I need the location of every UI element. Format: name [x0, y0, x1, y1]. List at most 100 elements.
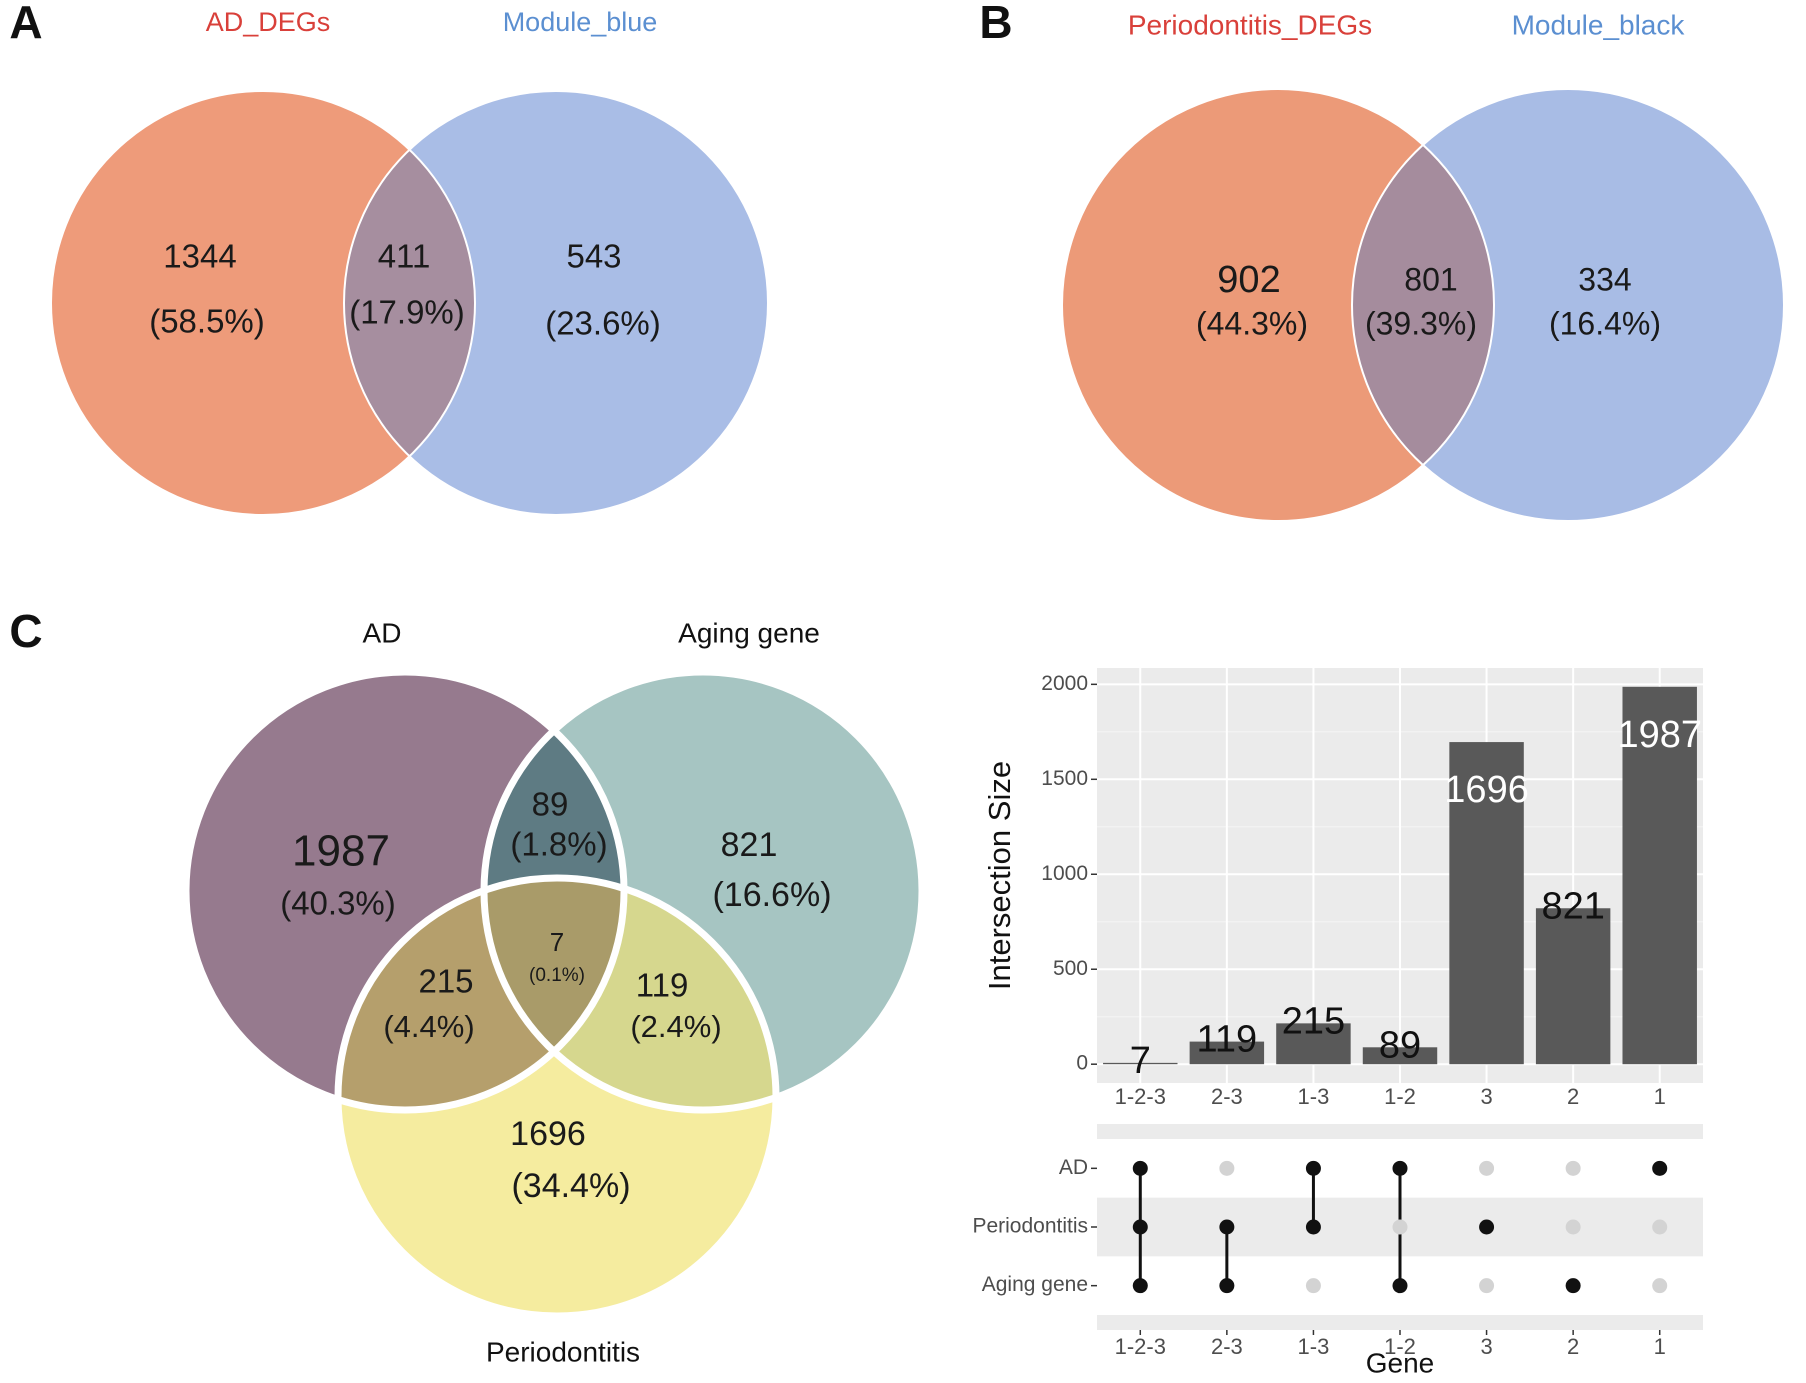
region-percent: (17.9%) — [349, 294, 465, 331]
y-tick-label: 1000 — [1041, 862, 1088, 885]
bar — [1449, 742, 1524, 1065]
membership-dot — [1652, 1219, 1668, 1235]
bar-value-label: 1987 — [1617, 714, 1702, 756]
bar-value-label: 119 — [1197, 1019, 1258, 1061]
region-count: 89 — [532, 786, 569, 823]
region-percent: (16.4%) — [1549, 305, 1661, 341]
membership-dot — [1479, 1160, 1495, 1176]
set-label: Module_black — [1512, 9, 1686, 40]
bar-value-label: 89 — [1379, 1024, 1421, 1066]
membership-dot — [1132, 1219, 1148, 1235]
membership-dot — [1392, 1278, 1408, 1294]
membership-dot — [1305, 1219, 1321, 1235]
x-tick-label: 2-3 — [1211, 1084, 1243, 1109]
membership-dot — [1565, 1219, 1581, 1235]
panel-label: C — [9, 605, 42, 657]
region-count: 902 — [1217, 259, 1280, 301]
set-row-label: AD — [1059, 1156, 1088, 1179]
bar — [1276, 1023, 1351, 1065]
matrix-x-label: 2-3 — [1211, 1334, 1243, 1359]
membership-dot — [1652, 1278, 1668, 1294]
region-count: 334 — [1578, 261, 1631, 297]
region-count: 543 — [566, 238, 621, 275]
set-outline — [1061, 88, 1495, 522]
region-percent: (2.4%) — [630, 1009, 721, 1044]
x-tick-label: 2 — [1567, 1084, 1579, 1109]
x-axis-title: Gene — [1366, 1347, 1435, 1378]
membership-dot — [1219, 1278, 1235, 1294]
set-label: Periodontitis_DEGs — [1128, 9, 1372, 40]
set-outline — [1351, 88, 1785, 522]
membership-dot — [1565, 1160, 1581, 1176]
x-tick-label: 1 — [1654, 1084, 1666, 1109]
region-count: 1696 — [510, 1115, 586, 1153]
region-percent: (58.5%) — [149, 303, 265, 340]
set-region — [51, 91, 475, 515]
region-count: 801 — [1404, 261, 1457, 297]
bar — [1362, 1047, 1438, 1065]
region-percent: (16.6%) — [712, 876, 831, 914]
set-label: Aging gene — [678, 617, 820, 648]
matrix-x-label: 1-2-3 — [1115, 1334, 1166, 1359]
membership-dot — [1305, 1278, 1321, 1294]
region-percent: (1.8%) — [510, 826, 607, 863]
region-count: 1344 — [163, 238, 236, 275]
region-count: 7 — [550, 927, 564, 957]
set-label: AD — [363, 617, 402, 648]
bar-value-label: 215 — [1282, 1000, 1345, 1042]
bar-value-label: 7 — [1130, 1040, 1151, 1082]
membership-dot — [1305, 1160, 1321, 1176]
bar — [1622, 686, 1697, 1065]
membership-dot — [1219, 1219, 1235, 1235]
membership-dot — [1392, 1219, 1408, 1235]
x-tick-label: 1-2-3 — [1115, 1084, 1166, 1109]
x-tick-label: 3 — [1480, 1084, 1492, 1109]
y-axis-title: Intersection Size — [982, 761, 1017, 990]
region-count: 411 — [378, 238, 431, 275]
region-percent: (34.4%) — [511, 1167, 630, 1205]
region-percent: (39.3%) — [1365, 305, 1477, 341]
x-tick-label: 1-2 — [1384, 1084, 1416, 1109]
region-percent: (44.3%) — [1196, 305, 1308, 341]
membership-dot — [1219, 1160, 1235, 1176]
bar — [1535, 908, 1611, 1065]
bar — [1189, 1041, 1265, 1065]
membership-dot — [1479, 1219, 1495, 1235]
bar-value-label: 821 — [1541, 885, 1604, 927]
region-count: 119 — [636, 967, 689, 1004]
region-percent: (4.4%) — [383, 1009, 474, 1044]
region-count: 215 — [418, 963, 473, 1000]
membership-dot — [1652, 1160, 1668, 1176]
y-tick-label: 1500 — [1041, 767, 1088, 790]
membership-dot — [1392, 1160, 1408, 1176]
set-row-label: Periodontitis — [972, 1215, 1088, 1238]
panel-label: B — [979, 0, 1012, 48]
set-region — [344, 91, 768, 515]
matrix-x-label: 3 — [1480, 1334, 1492, 1359]
region-count: 1987 — [292, 827, 390, 876]
x-tick-label: 1-3 — [1298, 1084, 1330, 1109]
bar — [1103, 1062, 1178, 1065]
set-row-label: Aging gene — [982, 1273, 1088, 1296]
matrix-x-label: 1-3 — [1298, 1334, 1330, 1359]
set-outline — [334, 874, 780, 1320]
set-outline — [343, 90, 769, 516]
membership-dot — [1132, 1160, 1148, 1176]
set-label: Module_blue — [503, 7, 658, 37]
region-percent: (0.1%) — [529, 965, 585, 986]
region-percent: (40.3%) — [280, 885, 396, 922]
overlap-region — [1352, 89, 1494, 521]
matrix-x-label: 2 — [1567, 1334, 1579, 1359]
y-tick-label: 500 — [1053, 957, 1088, 980]
region-percent: (23.6%) — [545, 305, 661, 342]
bar-value-label: 1696 — [1444, 769, 1529, 811]
set-label: Periodontitis — [486, 1336, 640, 1367]
panel-label: A — [9, 0, 42, 48]
matrix-x-label: 1 — [1654, 1334, 1666, 1359]
region-count: 821 — [721, 826, 778, 864]
set-outline — [50, 90, 476, 516]
y-tick-label: 0 — [1076, 1052, 1088, 1075]
set-label: AD_DEGs — [206, 7, 331, 37]
